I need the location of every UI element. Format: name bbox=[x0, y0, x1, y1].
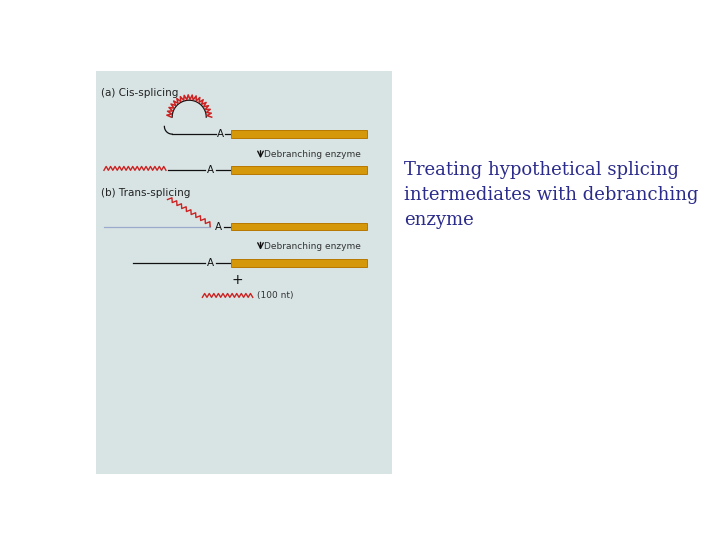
Text: A: A bbox=[215, 221, 222, 232]
Text: (100 nt): (100 nt) bbox=[256, 291, 293, 300]
Text: Debranching enzyme: Debranching enzyme bbox=[264, 241, 361, 251]
Text: Debranching enzyme: Debranching enzyme bbox=[264, 150, 361, 159]
Text: Treating hypothetical splicing
intermediates with debranching
enzyme: Treating hypothetical splicing intermedi… bbox=[404, 161, 698, 229]
Bar bbox=[231, 166, 366, 174]
Bar bbox=[231, 130, 366, 138]
Text: (b) Trans-splicing: (b) Trans-splicing bbox=[101, 188, 190, 198]
FancyBboxPatch shape bbox=[96, 71, 392, 475]
Text: +: + bbox=[231, 273, 243, 287]
Text: A: A bbox=[207, 258, 214, 268]
Text: (a) Cis-splicing: (a) Cis-splicing bbox=[101, 88, 179, 98]
Text: A: A bbox=[207, 165, 214, 176]
Bar bbox=[231, 259, 366, 267]
Bar bbox=[231, 222, 366, 231]
Text: A: A bbox=[217, 129, 224, 139]
